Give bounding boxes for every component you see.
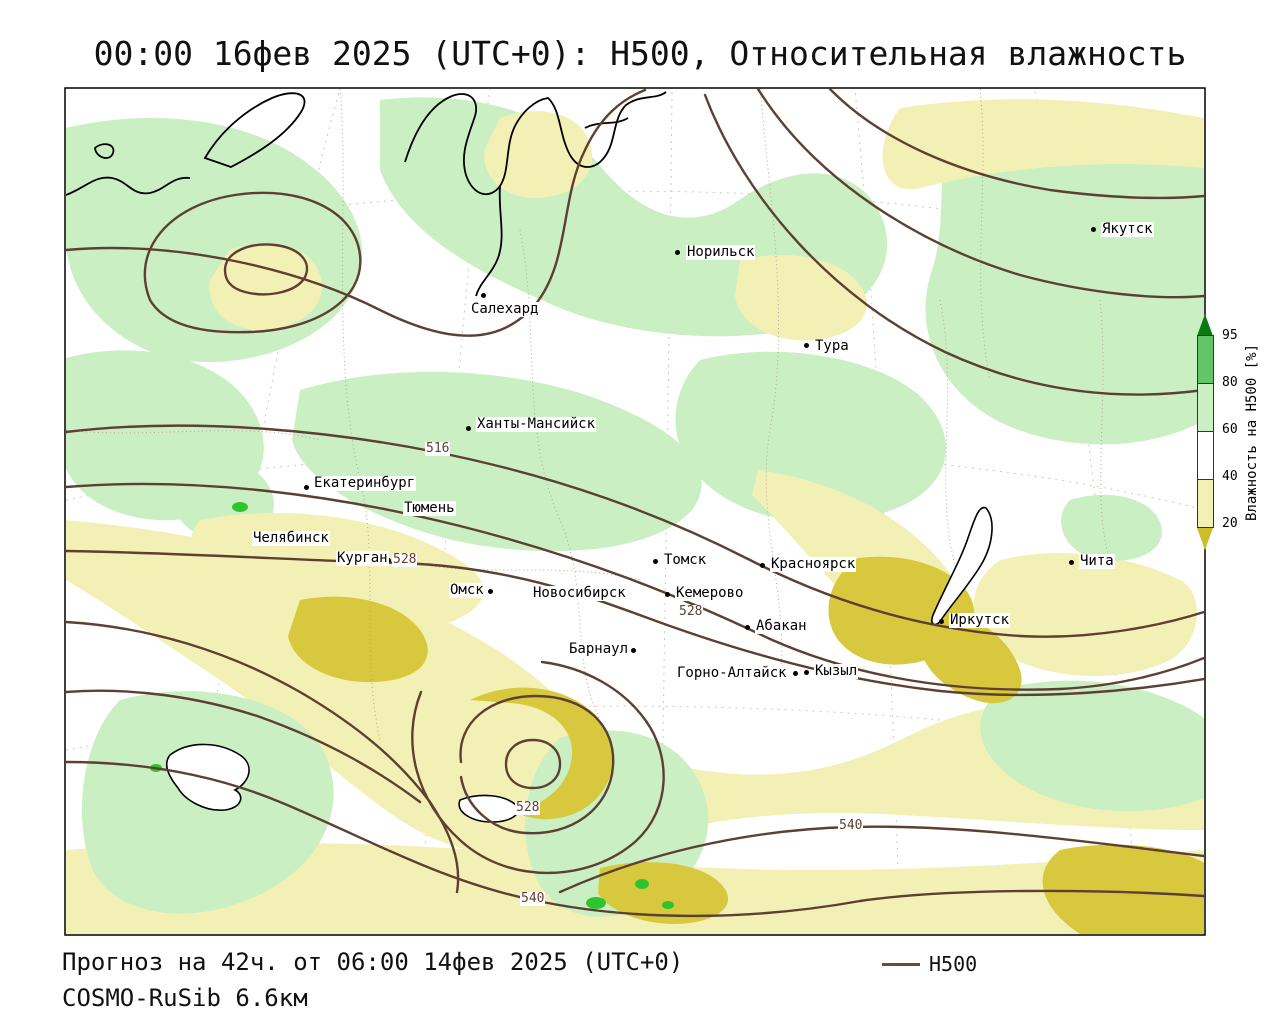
humidity-fill-olive — [288, 556, 1204, 934]
colorbar-segment — [1197, 479, 1214, 528]
colorbar-tick-label: 40 — [1222, 469, 1238, 484]
colorbar-arrow-top — [1197, 314, 1213, 336]
colorbar-tick-label: 80 — [1222, 375, 1238, 390]
colorbar-tick-label: 60 — [1222, 422, 1238, 437]
coastline — [66, 91, 667, 297]
forecast-info: Прогноз на 42ч. от 06:00 14фев 2025 (UTC… — [62, 948, 684, 976]
colorbar-segment — [1197, 431, 1214, 480]
model-info: COSMO-RuSib 6.6км — [62, 984, 308, 1012]
colorbar-segment — [1197, 335, 1214, 384]
h500-legend: H500 — [882, 952, 977, 976]
h500-legend-label: H500 — [929, 952, 978, 976]
colorbar-segment — [1197, 383, 1214, 432]
colorbar-tick-label: 95 — [1222, 328, 1238, 343]
lakes — [165, 506, 993, 823]
colorbar-axis-label: Влажность на H500 [%] — [1244, 343, 1260, 521]
colorbar-arrow-bottom — [1197, 528, 1213, 550]
admin-borders — [66, 89, 1111, 741]
page-title: 00:00 16фев 2025 (UTC+0): H500, Относите… — [93, 34, 1187, 73]
h500-contour-lines — [66, 89, 1204, 918]
humidity-colorbar: 95 80 60 40 20 — [1197, 314, 1257, 550]
humidity-fill-bright-green — [150, 502, 674, 909]
colorbar-tick-label: 20 — [1222, 516, 1238, 531]
h500-legend-line — [882, 962, 920, 966]
